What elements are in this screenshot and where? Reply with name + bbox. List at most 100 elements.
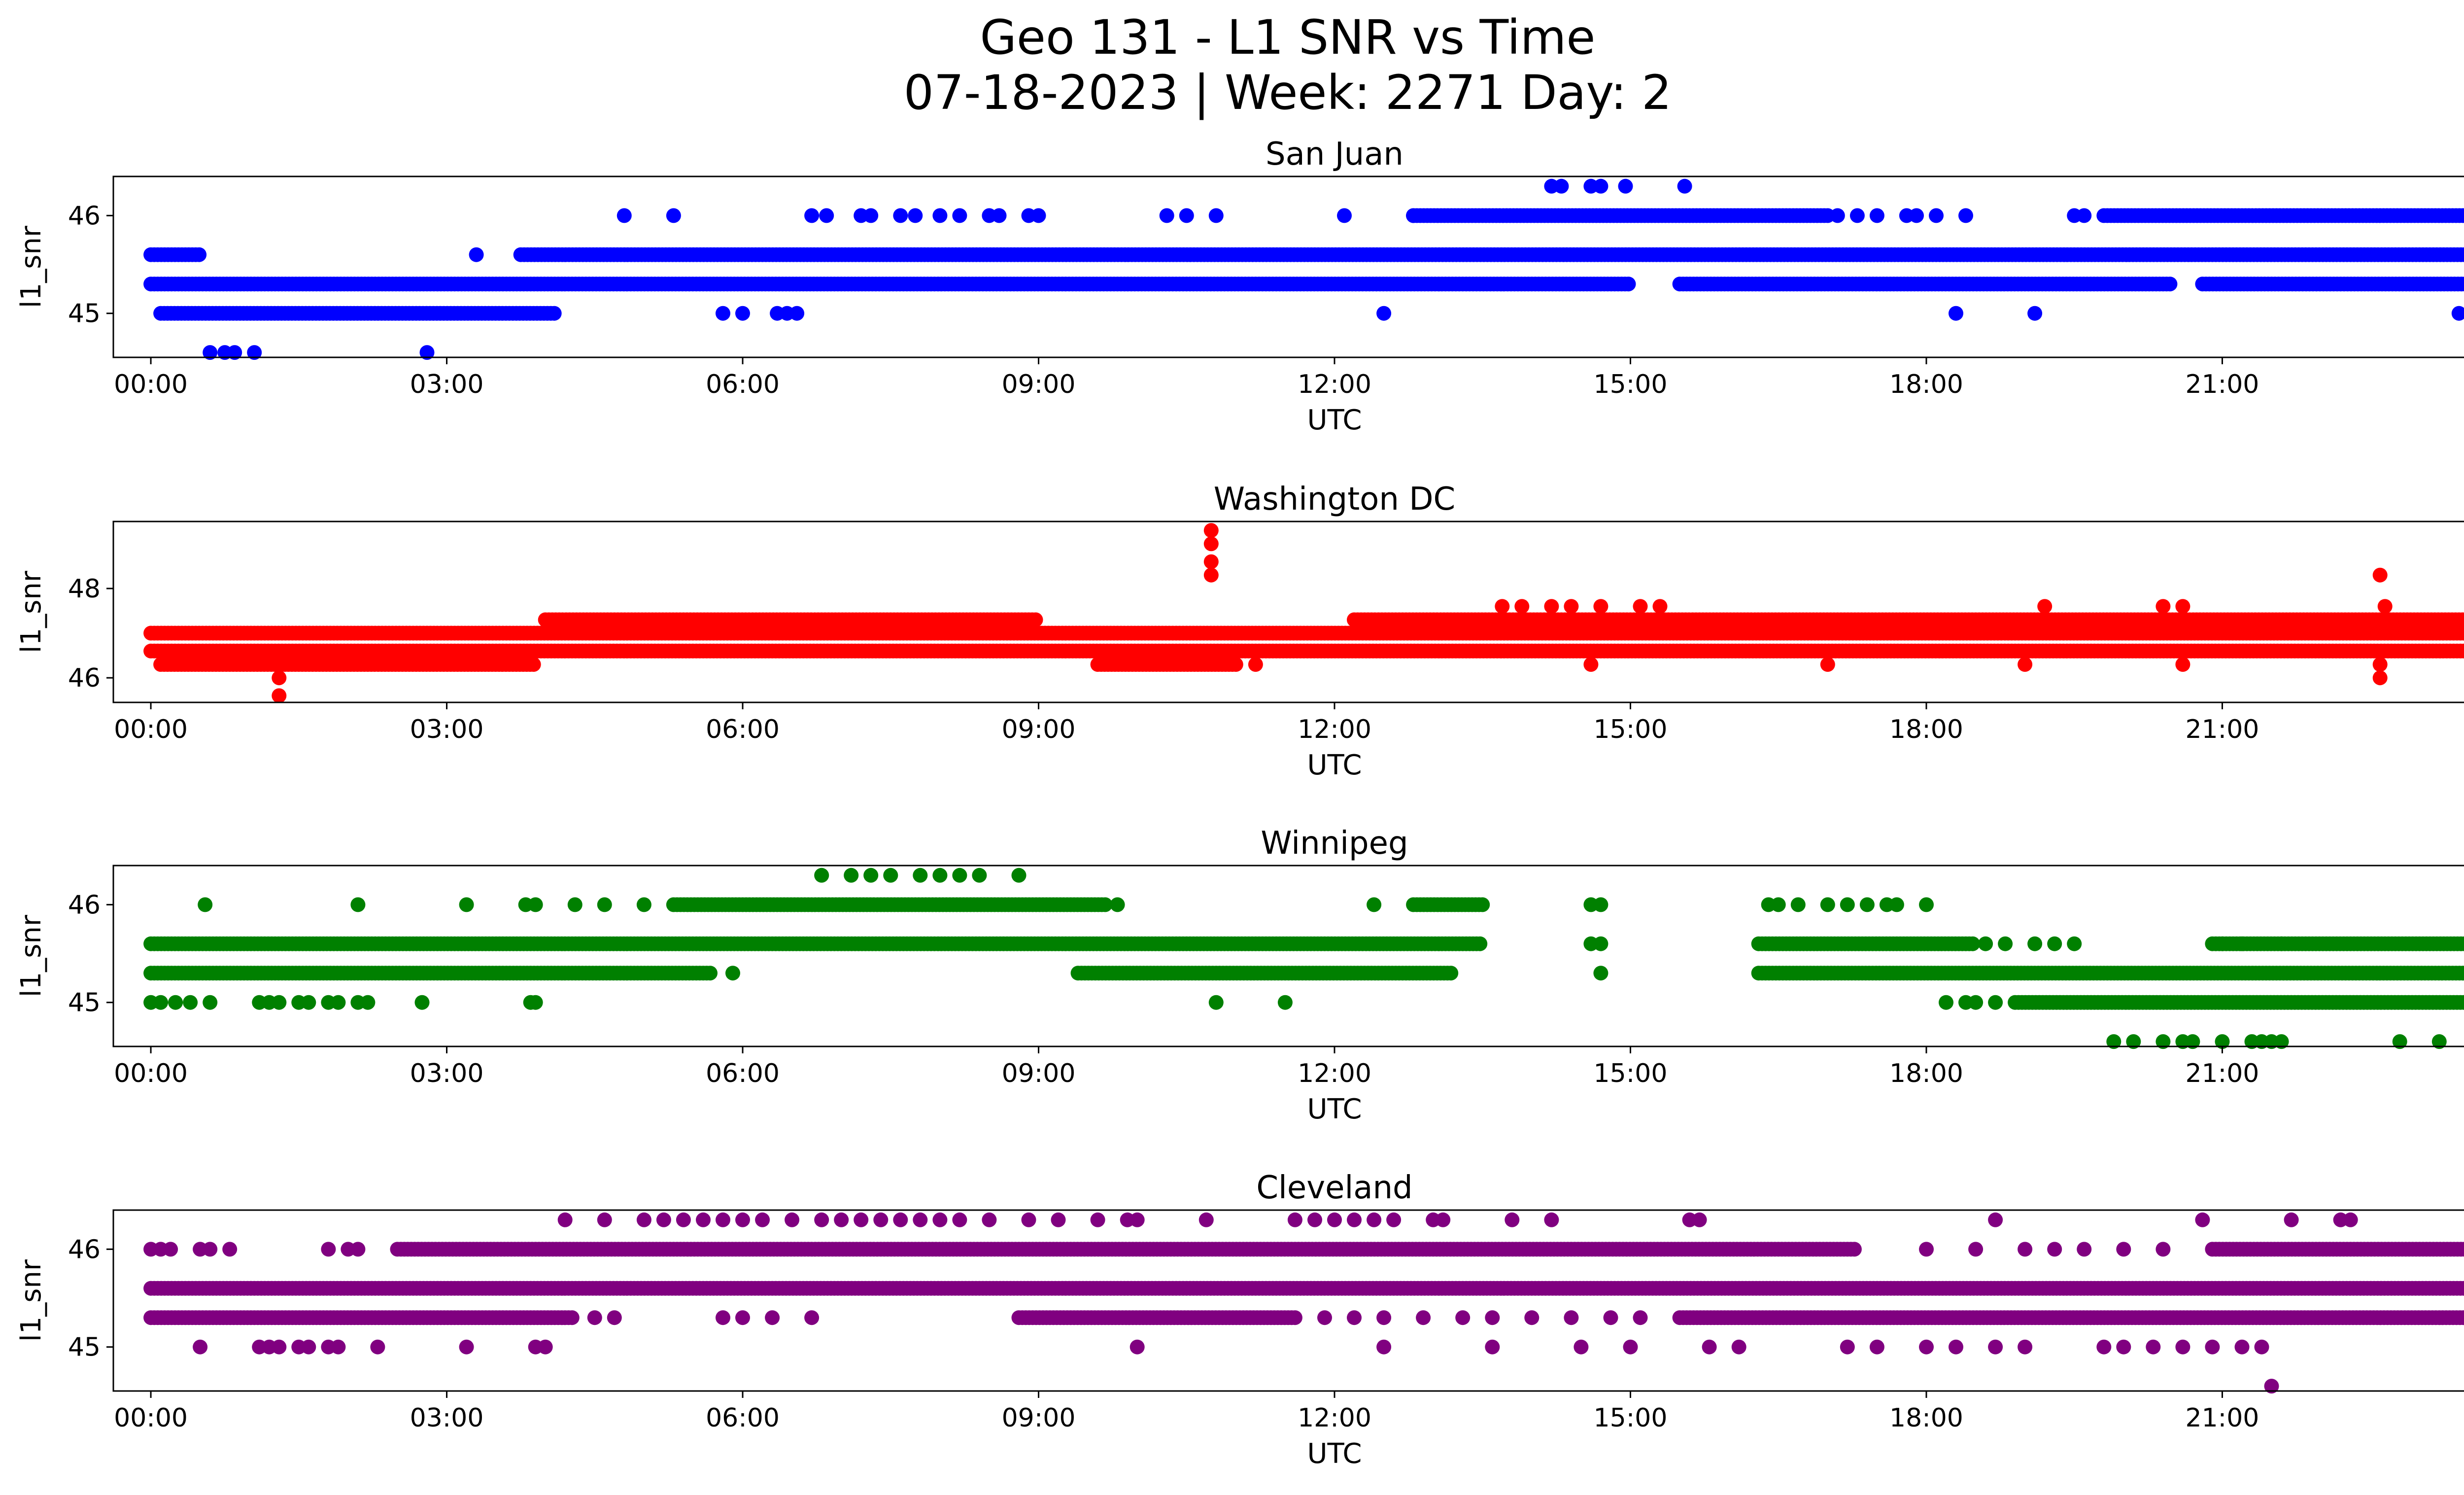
data-point (1203, 523, 1219, 538)
panel-2-axes-frame (112, 521, 2464, 703)
data-point (716, 306, 730, 321)
data-point (908, 208, 923, 223)
data-point (1564, 599, 1579, 614)
x-tick-label: 09:00 (1002, 715, 1076, 744)
data-point (2372, 657, 2388, 672)
data-point (1949, 306, 1963, 321)
data-point (2037, 599, 2053, 614)
data-point (1159, 208, 1174, 223)
data-point (526, 657, 541, 672)
panel-2-title: Washington DC (1214, 481, 1455, 518)
y-tick-label: 46 (68, 201, 101, 231)
data-point (1028, 612, 1043, 627)
x-tick-label: 15:00 (1594, 370, 1668, 399)
data-point (1514, 599, 1530, 614)
data-point (419, 345, 435, 360)
data-point (1621, 277, 1636, 292)
data-point (2461, 278, 2464, 290)
x-tick-label: 18:00 (1889, 715, 1963, 744)
data-point (2460, 626, 2464, 640)
data-point (1544, 599, 1559, 614)
data-point (227, 345, 242, 360)
data-point (2460, 248, 2464, 261)
data-point (1677, 178, 1692, 194)
data-point (1228, 657, 1243, 672)
data-point (1820, 657, 1835, 672)
data-point (1593, 599, 1608, 614)
data-point (2077, 208, 2092, 223)
data-point (1849, 208, 1865, 223)
data-point (1652, 599, 1668, 614)
data-point (1472, 936, 1488, 951)
data-point (1443, 966, 1459, 981)
data-point (2175, 657, 2190, 672)
data-point (2377, 599, 2393, 614)
x-tick-label: 15:00 (1594, 715, 1668, 744)
data-point (1618, 178, 1633, 194)
data-point (247, 345, 262, 360)
data-point (2175, 599, 2190, 614)
data-point (2156, 599, 2171, 614)
data-point (2027, 306, 2043, 321)
x-tick-label: 00:00 (114, 370, 188, 399)
data-point (2451, 306, 2464, 321)
data-point (1179, 208, 1194, 223)
x-tick-label: 21:00 (2186, 715, 2259, 744)
data-point (1203, 567, 1219, 583)
x-tick-label: 12:00 (1298, 715, 1371, 744)
data-point (1475, 897, 1490, 912)
data-point (666, 208, 681, 223)
panel-2-x-axis-label: UTC (1307, 749, 1362, 781)
data-point (1203, 536, 1219, 552)
data-point (1929, 208, 1944, 223)
data-point (1208, 208, 1224, 223)
data-point (863, 208, 879, 223)
data-point (789, 306, 805, 321)
chart-subtitle: 07-18-2023 | Week: 2271 Day: 2 (903, 65, 1672, 120)
data-point (272, 670, 287, 686)
panel-1-axes-frame (112, 175, 2464, 358)
data-point (703, 966, 718, 981)
data-point (819, 208, 834, 223)
data-point (272, 688, 287, 703)
y-tick-label: 46 (68, 663, 101, 693)
data-point (547, 306, 562, 321)
data-point (893, 208, 908, 223)
data-point (2018, 657, 2033, 672)
panel-2-y-axis-label: l1_snr (15, 570, 47, 653)
data-point (1909, 208, 1924, 223)
chart-title: Geo 131 - L1 SNR vs Time (980, 10, 1596, 65)
data-point (1031, 208, 1046, 223)
x-tick-label: 03:00 (410, 715, 484, 744)
data-point (1248, 657, 1263, 672)
data-point (1958, 208, 1973, 223)
data-point (2372, 567, 2388, 583)
data-point (1337, 208, 1352, 223)
panel-1-title: San Juan (1266, 136, 1403, 173)
data-point (735, 306, 750, 321)
data-point (1203, 554, 1219, 569)
data-point (1583, 657, 1599, 672)
x-tick-label: 00:00 (114, 715, 188, 744)
data-point (2372, 670, 2388, 686)
x-tick-label: 21:00 (2186, 370, 2259, 399)
x-tick-label: 09:00 (1002, 370, 1076, 399)
data-point (203, 345, 218, 360)
data-point (2462, 211, 2464, 220)
data-point (192, 247, 207, 262)
data-point (1554, 178, 1569, 194)
data-point (469, 247, 484, 262)
data-point (1593, 178, 1608, 194)
x-tick-label: 06:00 (706, 715, 780, 744)
data-point (932, 208, 948, 223)
data-point (2162, 277, 2178, 292)
data-point (616, 208, 632, 223)
y-tick-label: 45 (68, 299, 101, 329)
panel-1-y-axis-label: l1_snr (15, 225, 47, 308)
data-point (952, 208, 967, 223)
y-tick-label: 48 (68, 574, 101, 604)
panel-1-x-axis-label: UTC (1307, 404, 1362, 436)
data-point (1406, 208, 1421, 223)
data-point (1376, 306, 1392, 321)
